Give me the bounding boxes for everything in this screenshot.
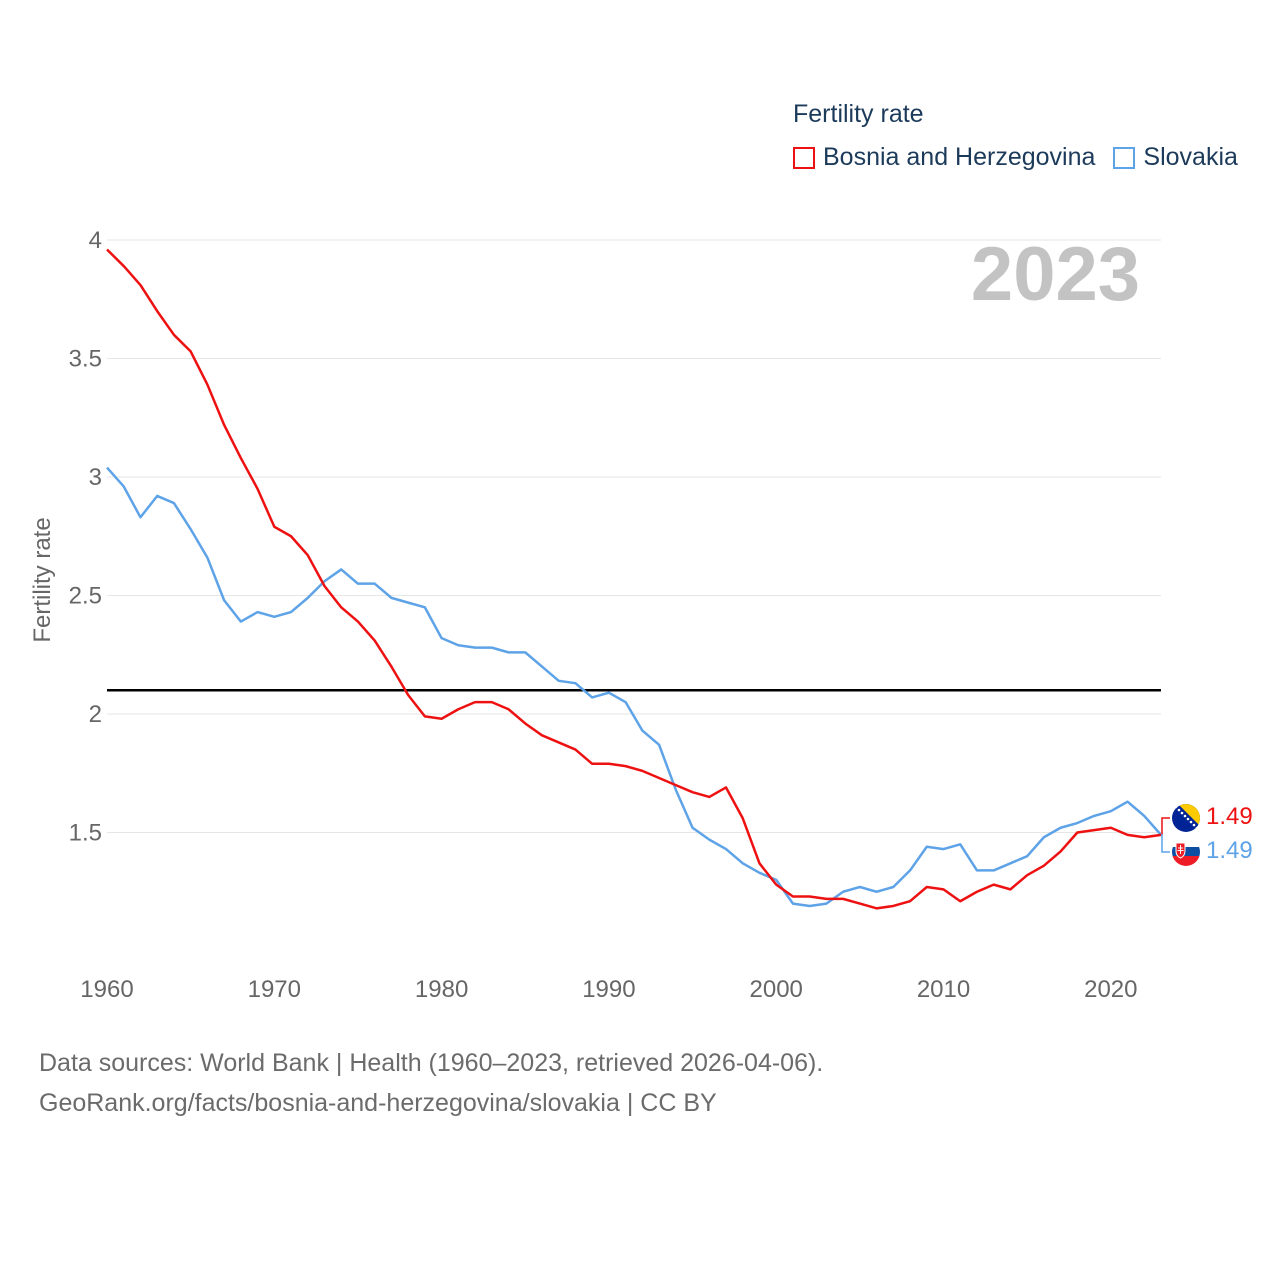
x-tick-label: 2000 — [750, 976, 803, 1003]
legend-item-slovakia[interactable]: Slovakia — [1113, 143, 1238, 172]
end-value-slovakia: 1.49 — [1206, 837, 1253, 864]
series-line-slovakia[interactable] — [106, 466, 1162, 908]
y-tick-label: 1.5 — [69, 820, 102, 847]
legend-swatch-bosnia — [793, 146, 815, 169]
y-tick-label: 2.5 — [69, 583, 102, 610]
x-tick-label: 2010 — [917, 976, 970, 1003]
y-tick-label: 3 — [89, 464, 102, 491]
slovakia-flag-icon — [1172, 838, 1200, 866]
y-tick-label: 4 — [89, 227, 102, 254]
x-tick-label: 1990 — [582, 976, 635, 1003]
year-label: 2023 — [971, 232, 1140, 317]
data-sources-text: Data sources: World Bank | Health (1960–… — [39, 1049, 824, 1077]
legend-label-slovakia: Slovakia — [1143, 143, 1238, 171]
legend-title: Fertility rate — [793, 100, 924, 128]
slovakia-connector — [1161, 834, 1170, 853]
y-axis-label: Fertility rate — [29, 517, 56, 642]
y-tick-label: 3.5 — [69, 346, 102, 373]
footer: Data sources: World Bank | Health (1960–… — [39, 1043, 823, 1123]
bosnia-connector — [1161, 817, 1170, 836]
legend-swatch-slovakia — [1113, 146, 1136, 169]
x-tick-label: 1960 — [80, 976, 133, 1003]
legend-label-bosnia: Bosnia and Herzegovina — [823, 143, 1096, 171]
bosnia-flag-icon — [1172, 804, 1200, 832]
source-url-text[interactable]: GeoRank.org/facts/bosnia-and-herzegovina… — [39, 1089, 717, 1117]
x-tick-label: 1970 — [248, 976, 301, 1003]
y-tick-label: 2 — [89, 701, 102, 728]
end-value-bosnia: 1.49 — [1206, 803, 1253, 830]
legend-item-bosnia[interactable]: Bosnia and Herzegovina — [793, 143, 1095, 172]
x-tick-label: 1980 — [415, 976, 468, 1003]
series-line-bosnia[interactable] — [106, 248, 1162, 910]
legend: Bosnia and Herzegovina Slovakia — [793, 143, 1256, 172]
x-tick-label: 2020 — [1084, 976, 1137, 1003]
